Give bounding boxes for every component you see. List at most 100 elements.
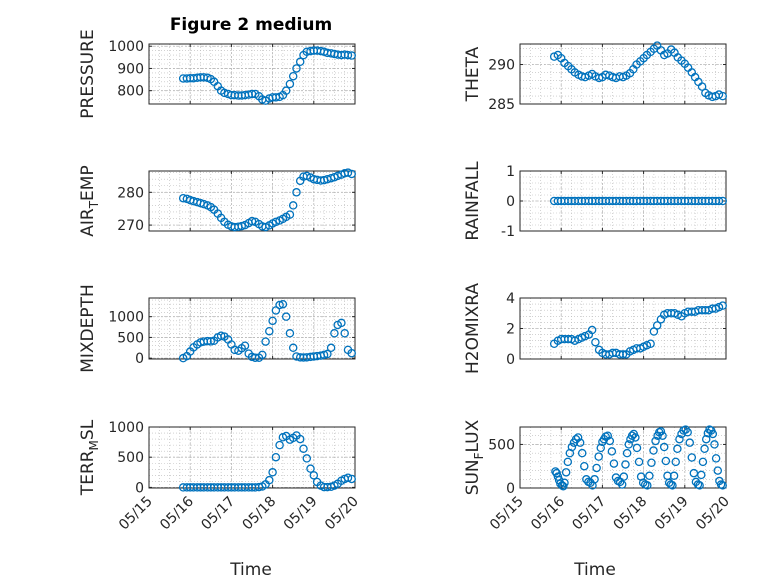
data-point (337, 318, 346, 328)
data-point (551, 467, 560, 476)
y-tick-label: 0 (135, 351, 144, 367)
y-tick-label: 0 (506, 352, 515, 368)
data-point (618, 350, 628, 359)
data-series (178, 168, 356, 232)
y-tick-label: 0 (506, 481, 515, 497)
data-point (288, 343, 298, 353)
y-tick-label: 1000 (108, 310, 144, 326)
data-point (668, 481, 677, 490)
data-point (697, 82, 707, 91)
data-point (278, 299, 288, 309)
y-tick-label: 0 (506, 194, 515, 210)
data-point (247, 216, 257, 226)
data-series (549, 196, 727, 206)
y-tick-label: 290 (488, 58, 515, 74)
data-point (718, 481, 727, 490)
y-tick-label: 2 (506, 322, 515, 338)
data-point (299, 444, 308, 453)
x-axis-label-right: Time (573, 560, 616, 580)
minor-grid (519, 297, 727, 360)
axes-box (519, 43, 727, 105)
data-point (634, 457, 644, 467)
y-tick-label: 900 (117, 61, 144, 77)
data-point (285, 210, 295, 219)
y-axis-label: THETA (463, 46, 483, 102)
y-tick-label: 500 (117, 330, 144, 346)
data-point (285, 79, 295, 89)
data-point (697, 470, 706, 480)
data-point (675, 434, 684, 444)
data-point (309, 471, 319, 480)
data-point (685, 438, 694, 447)
y-axis-label: PRESSURE (78, 29, 98, 118)
data-point (714, 196, 724, 206)
data-point (624, 440, 634, 449)
data-point (275, 300, 284, 310)
data-point (563, 457, 573, 467)
data-point (340, 329, 349, 338)
data-point (710, 440, 719, 449)
y-tick-label: 500 (117, 450, 144, 466)
y-axis-label: TERRMSL (78, 419, 101, 496)
data-point (671, 457, 680, 467)
data-point (656, 427, 666, 436)
data-point (632, 443, 642, 453)
data-point (659, 442, 669, 452)
data-point (652, 321, 662, 330)
data-point (560, 478, 569, 488)
data-point (631, 433, 640, 442)
y-tick-label: -1 (501, 224, 515, 240)
data-point (695, 481, 704, 490)
figure-title: Figure 2 medium (170, 15, 332, 35)
data-series (178, 46, 356, 105)
data-point (673, 444, 682, 454)
data-point (330, 329, 339, 338)
data-point (645, 471, 654, 481)
axes-box (148, 170, 356, 232)
minor-grid (148, 298, 356, 359)
data-point (609, 459, 619, 468)
y-tick-label: 1000 (108, 39, 144, 55)
data-point (596, 443, 606, 453)
data-point (577, 448, 587, 458)
y-tick-label: 4 (506, 291, 515, 307)
data-point (711, 454, 721, 463)
data-point (718, 301, 727, 310)
data-point (206, 337, 216, 346)
data-point (575, 438, 585, 447)
data-point (621, 460, 630, 469)
y-tick-label: 800 (117, 84, 144, 100)
subplot-h2omixra: 0 2 4 H2OMIXRA (463, 283, 727, 374)
data-point (594, 452, 603, 461)
data-point (567, 442, 577, 452)
data-point (561, 468, 571, 477)
data-point (661, 456, 671, 466)
data-point (605, 436, 615, 446)
data-point (647, 458, 656, 467)
data-point (281, 312, 291, 321)
data-point (573, 433, 583, 442)
x-axis-label-left: Time (229, 560, 272, 580)
data-point (292, 64, 301, 73)
data-point (580, 461, 589, 471)
data-point (713, 466, 723, 475)
y-tick-label: 285 (488, 97, 515, 113)
data-point (591, 337, 600, 347)
data-point (347, 348, 356, 358)
y-tick-label: 280 (117, 185, 144, 201)
data-series (549, 301, 727, 359)
data-point (347, 474, 356, 484)
data-point (265, 475, 274, 485)
data-point (649, 446, 658, 455)
data-point (302, 454, 312, 463)
subplot-pressure: 800 900 1000 PRESSURE (78, 29, 356, 119)
data-point (319, 350, 329, 360)
y-axis-label: SUNFLUX (463, 419, 486, 495)
data-point (603, 431, 613, 440)
data-point (698, 457, 708, 467)
data-point (326, 343, 336, 353)
data-point (669, 471, 679, 481)
data-point (701, 434, 711, 444)
data-point (347, 169, 356, 179)
subplot-theta: 285 290 THETA (463, 41, 727, 113)
